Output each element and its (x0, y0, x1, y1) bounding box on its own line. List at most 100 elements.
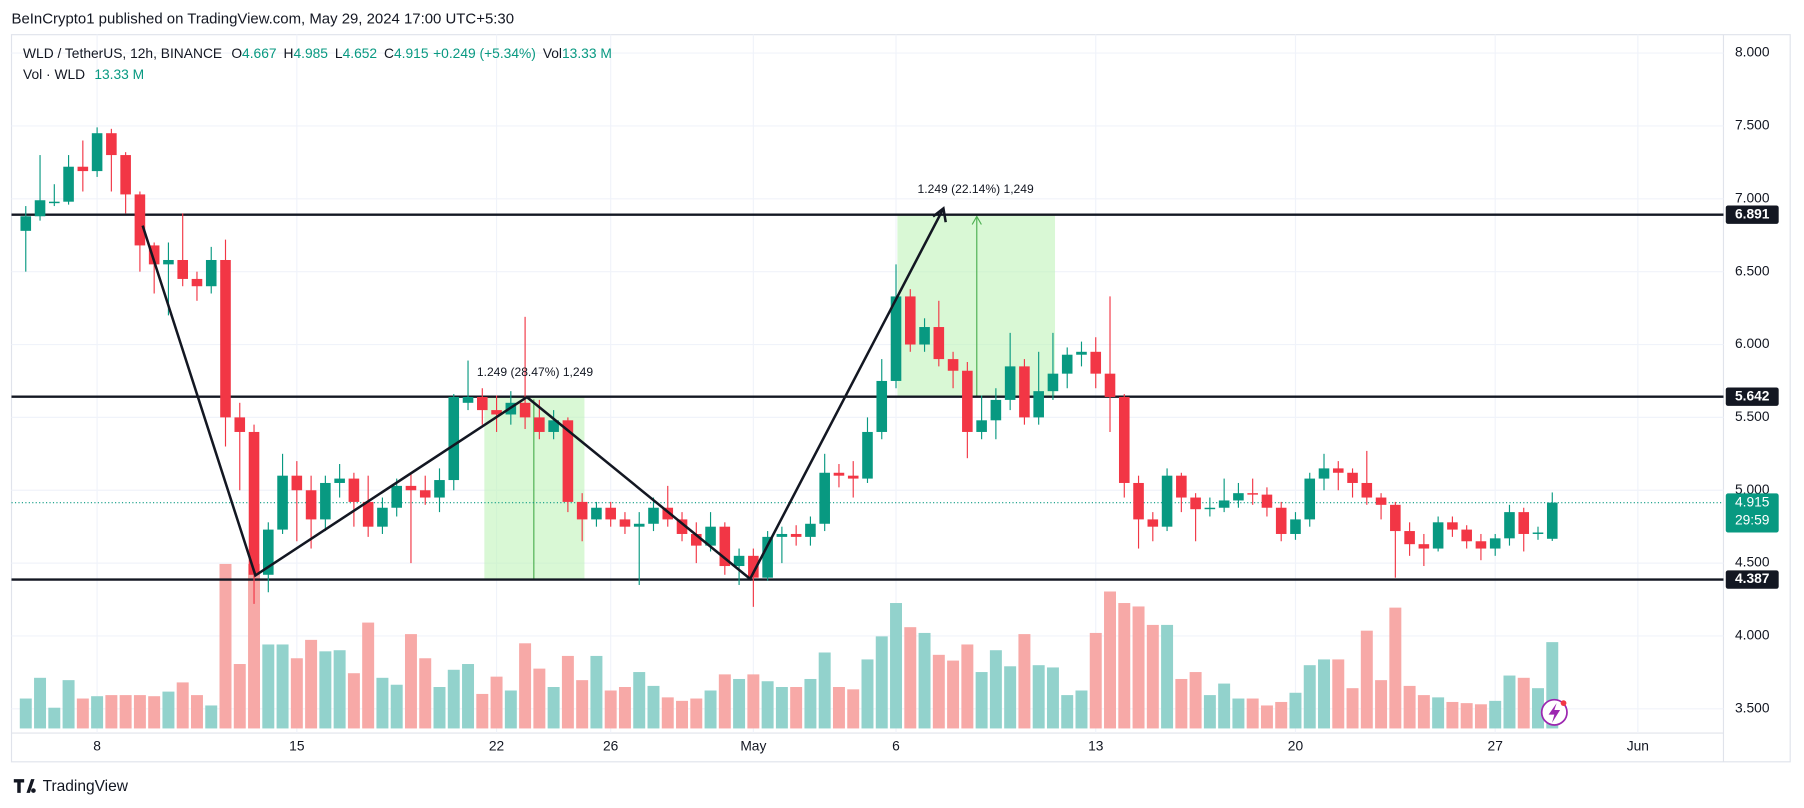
volume-bar (576, 680, 589, 729)
candle-body (605, 507, 616, 520)
candle-body (49, 201, 60, 204)
volume-bar (1203, 695, 1216, 729)
candle-body (719, 526, 731, 567)
volume-bar (462, 664, 475, 729)
volume-bar (1018, 634, 1031, 729)
volume-bar (62, 680, 75, 729)
volume-bar (133, 695, 146, 729)
footer-logo: TradingView (13, 778, 129, 795)
level-label-box (1725, 570, 1779, 589)
volume-bar (319, 651, 332, 729)
candle-body (1218, 500, 1230, 508)
volume-bar (1004, 666, 1017, 729)
candle-body (1290, 519, 1301, 534)
countdown-label: 29:59 (1735, 513, 1770, 528)
candle-body (690, 533, 702, 546)
x-tick-label: 22 (489, 738, 504, 753)
volume-title: Vol · WLD (23, 67, 85, 82)
volume-bar (404, 634, 417, 729)
volume-bar (1061, 695, 1074, 729)
candle-body (263, 529, 274, 575)
zigzag-line (141, 207, 945, 581)
candle-body (904, 296, 916, 345)
volume-bar (547, 687, 560, 729)
candle-body (1090, 351, 1102, 374)
volume-bar (761, 681, 774, 729)
candle-body (77, 166, 89, 172)
candle-body (1361, 482, 1373, 498)
candle-body (248, 431, 260, 575)
volume-bar (618, 687, 631, 729)
volume-bar (1289, 692, 1302, 729)
volume-bar (718, 674, 731, 729)
volume-bar (747, 674, 760, 729)
candle-body (20, 216, 32, 231)
volume-bar (961, 644, 974, 729)
legend-close: 4.915 (394, 46, 429, 61)
volume-bar (633, 672, 646, 729)
legend-low: 4.652 (343, 46, 378, 61)
candle-body (1247, 493, 1258, 495)
replay-icon[interactable] (1540, 698, 1568, 726)
candle-body (1176, 475, 1187, 498)
legend-vol-value: 13.33 M (562, 46, 612, 61)
volume-bar (561, 655, 574, 729)
candle-body (220, 259, 231, 418)
candle-body (391, 485, 402, 508)
candle-body (1475, 541, 1487, 549)
volume-bar (205, 705, 218, 729)
volume-bar (1260, 705, 1273, 729)
volume-bar (790, 687, 803, 729)
candle-body (1019, 366, 1030, 418)
candle-body (491, 410, 502, 415)
icon-dot[interactable] (1560, 700, 1567, 707)
volume-bar (775, 687, 788, 729)
candle-body (819, 472, 830, 524)
level-label: 6.891 (1735, 206, 1770, 221)
chart-frame (10, 34, 1791, 763)
legend-high: 4.985 (293, 46, 328, 61)
x-tick-label: May (740, 738, 766, 753)
candle-body (1261, 494, 1273, 508)
volume-bar (975, 672, 988, 729)
candle-body (106, 133, 117, 156)
candle-body (933, 327, 945, 360)
volume-bars (19, 563, 1559, 729)
volume-bar (504, 690, 517, 729)
levels (11, 213, 1724, 581)
candle-body (1033, 391, 1044, 418)
candle-body (434, 480, 445, 498)
legend-open: 4.667 (242, 46, 277, 61)
volume-bar (1275, 701, 1288, 729)
volume-bar (233, 664, 246, 729)
measure-label: 1.249 (22.14%) 1,249 (918, 182, 1034, 196)
candle-body (177, 259, 188, 279)
volume-bar (119, 695, 132, 729)
candle-body (1461, 529, 1472, 542)
x-tick-label: 6 (892, 738, 900, 753)
zigzag-drawing (141, 206, 947, 581)
legend-volume: Vol · WLD 13.33 M (23, 67, 144, 82)
publisher-line: BeInCrypto1 published on TradingView.com… (12, 11, 515, 28)
candle-body (348, 478, 360, 502)
candle-body (1332, 468, 1344, 473)
candle-body (805, 523, 816, 537)
volume-bar (1146, 624, 1159, 729)
volume-bar (1446, 701, 1459, 729)
candle-body (277, 475, 288, 530)
candle-body (305, 490, 317, 520)
y-tick-label: 5.000 (1735, 482, 1770, 497)
zigzag-arrowhead (932, 206, 947, 223)
volume-bar (48, 707, 61, 729)
icon-bolt[interactable] (1548, 703, 1561, 723)
x-tick-label: 8 (93, 738, 101, 753)
candle-body (876, 380, 888, 432)
volume-bar (19, 698, 32, 729)
volume-bar (932, 654, 945, 729)
volume-bar (1189, 672, 1202, 729)
volume-bar (34, 677, 47, 729)
candle-body (962, 370, 973, 432)
volume-bar (362, 622, 375, 729)
